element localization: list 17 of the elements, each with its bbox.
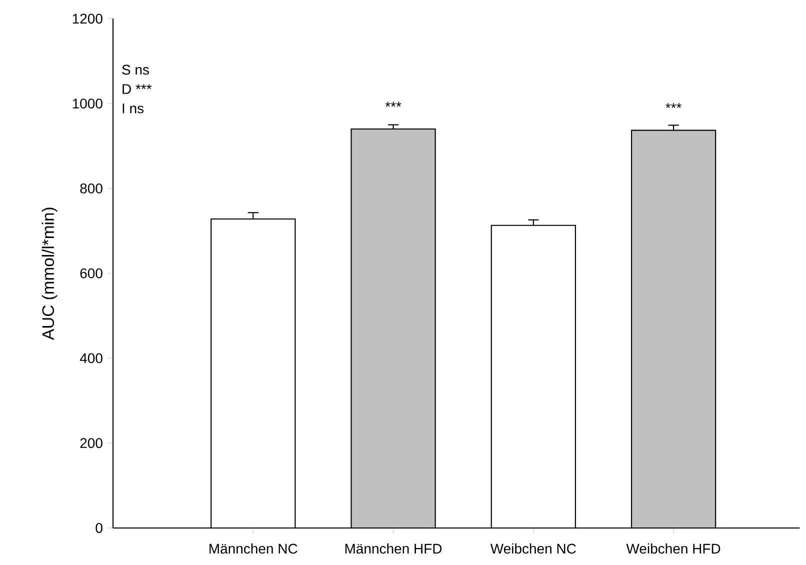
x-tick-label: Männchen HFD — [345, 543, 442, 554]
y-tick-label: 0 — [96, 523, 102, 533]
y-tick-label: 1200 — [72, 14, 102, 24]
annotation: I ns — [122, 104, 144, 114]
annotation: *** — [666, 103, 682, 108]
y-tick-label: 1000 — [72, 98, 102, 109]
y-axis-title: AUC (mmol/l*min) — [42, 208, 58, 340]
annotation: D *** — [122, 84, 152, 94]
annotation: S ns — [122, 64, 149, 75]
x-tick-label: Weibchen HFD — [626, 543, 720, 554]
y-tick-label: 600 — [80, 268, 102, 278]
x-tick-label: Männchen NC — [210, 543, 298, 554]
y-tick-label: 200 — [80, 438, 102, 448]
annotation: *** — [385, 102, 402, 107]
x-tick-label: Weibchen NC — [490, 543, 576, 554]
y-tick-label: 800 — [80, 184, 102, 194]
y-tick-label: 400 — [80, 353, 102, 364]
